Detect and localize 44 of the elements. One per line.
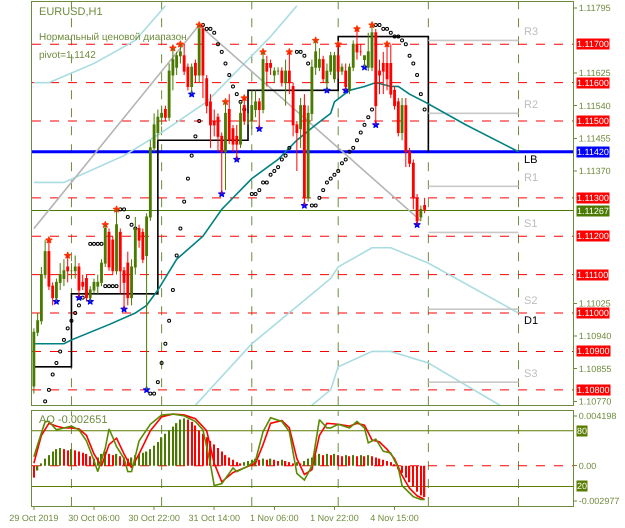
ref-line-label: 1.11500 [577,116,609,126]
ref-line-label: 1.11420 [577,147,609,157]
y-tick-label: 1.11025 [578,298,611,309]
chart-title: EURUSD,H1 [39,6,103,18]
ref-line-label: 1.11000 [577,308,609,318]
ref-line-label: 1.11300 [577,193,609,203]
y-tick-label: 1.11370 [578,166,611,176]
y-tick-label: 1.11795 [578,2,611,13]
ref-line-label: 80 [577,426,588,436]
x-tick-label: 30 Oct 22:00 [128,512,180,523]
y-tick-label: -0.002977 [578,496,620,506]
y-tick-label: 1.11540 [578,100,611,111]
y-tick-label: 1.10940 [578,331,612,342]
x-tick-label: 29 Oct 2019 [9,512,58,523]
x-tick-label: 30 Oct 06:00 [68,512,120,523]
series-label: S1 [524,218,538,230]
y-tick-label: 1.11455 [578,133,611,144]
ref-line-label: 1.11600 [577,78,609,88]
y-tick-label: 0.00 [578,460,596,471]
y-tick-label: 1.11625 [578,68,611,78]
series-label: R3 [524,26,538,38]
ref-line-label: 1.10800 [577,385,610,395]
ref-line-label: 20 [577,481,588,491]
x-tick-label: 1 Nov 06:00 [250,512,299,523]
x-tick-label: 31 Oct 14:00 [188,512,240,523]
y-tick-label: 0.004198 [578,411,616,422]
x-tick-label: 1 Nov 22:00 [310,512,359,523]
series-label: S2 [524,295,538,307]
ref-line-label: 1.11100 [577,270,608,280]
chart-title: AO -0.002651 [39,414,108,426]
y-tick-label: 1.10770 [578,396,612,407]
series-label: R2 [524,99,538,111]
ref-line-label: 1.11267 [577,206,609,216]
series-label: R1 [524,172,538,184]
annotation: Нормальный ценовой диапазон [39,32,187,43]
x-tick-label: 4 Nov 15:00 [370,512,419,523]
series-label: S3 [524,368,538,380]
ref-line-label: 1.10900 [577,346,610,356]
annotation: pivot=1,1142 [39,50,96,61]
annotation: LB [524,154,538,166]
y-tick-label: 1.10855 [578,364,612,374]
ref-line-label: 1.11700 [577,39,609,49]
ref-line-label: 1.11200 [577,231,609,241]
series-label: D1 [524,315,538,327]
